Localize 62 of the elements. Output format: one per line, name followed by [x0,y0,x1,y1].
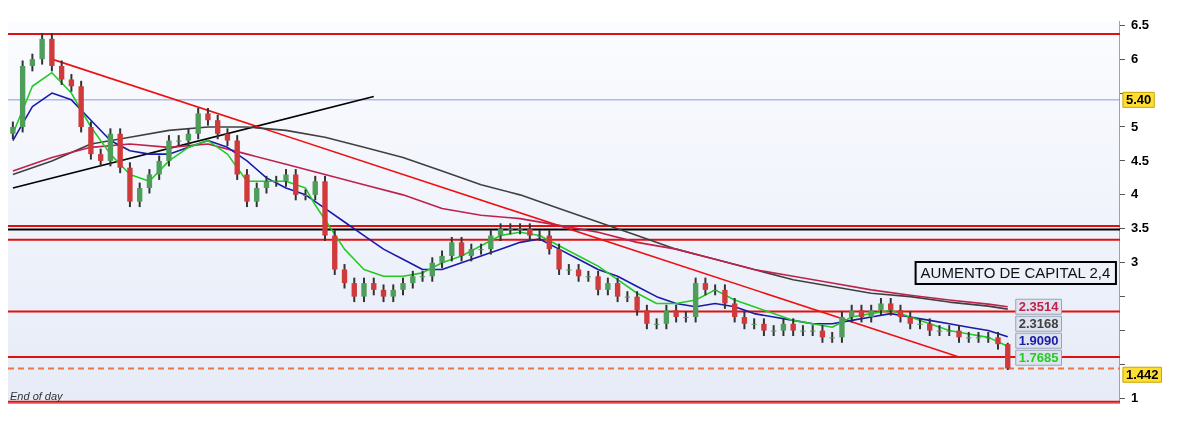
candlestick [810,324,816,338]
candlestick [653,317,660,331]
candlestick [800,324,806,338]
candlestick [829,330,835,344]
candlestick [39,32,45,66]
y-tick-label: 1 [1130,390,1139,406]
candlestick [839,310,845,344]
candlestick [936,324,943,338]
candlestick [293,168,299,202]
candlestick [644,303,650,331]
candlestick [517,222,523,236]
candlestick [966,330,972,344]
candlestick [146,168,153,195]
annotation: AUMENTO DE CAPITAL 2,4 [920,264,1111,282]
candlestick [663,303,670,331]
y-tick-label: 3 [1130,254,1139,270]
candlestick [985,330,991,344]
annotation: End of day [10,389,65,402]
candlestick [634,290,640,317]
candlestick [351,276,357,304]
candlestick [722,283,728,310]
candlestick [419,269,426,283]
candlestick [770,324,777,338]
y-tick-label: 6 [1130,50,1139,66]
y-tick-label: 4 [1130,186,1139,202]
candlestick [215,113,221,141]
candlestick [176,134,182,147]
candlestick [312,174,318,202]
y-tick-label: 4.5 [1130,152,1150,168]
candlestick [273,174,279,188]
candlestick [917,317,923,331]
candlestick [595,269,601,297]
candlestick [507,222,513,236]
candlestick [478,242,484,256]
candlestick [556,242,562,276]
data-label: 1.9090 [1018,333,1059,349]
candlestick [136,181,143,209]
candlestick [361,276,367,304]
candlestick [712,283,718,297]
candlestick [536,229,543,242]
candlestick [614,276,621,304]
candlestick [166,134,172,168]
data-label: 1.7685 [1018,350,1059,366]
candlestick [585,269,592,283]
candlestick [458,235,465,263]
data-label: 2.3168 [1018,316,1059,332]
data-label: 2.3514 [1018,299,1060,315]
candlestick [751,317,757,331]
candlestick [254,181,260,209]
candlestick [624,290,631,304]
candlestick [731,297,738,324]
ref-line-label: 1.442 [1125,367,1159,383]
candlestick [449,235,455,263]
candlestick [195,106,201,141]
candlestick [975,330,982,344]
y-tick-label: 3.5 [1130,220,1150,236]
y-tick-label: 6.5 [1130,16,1150,32]
candlestick [302,188,309,202]
y-tick-label: 5 [1130,118,1139,134]
ref-line-label: 5.40 [1125,92,1152,108]
candlestick [566,263,572,276]
candlestick [946,324,952,338]
